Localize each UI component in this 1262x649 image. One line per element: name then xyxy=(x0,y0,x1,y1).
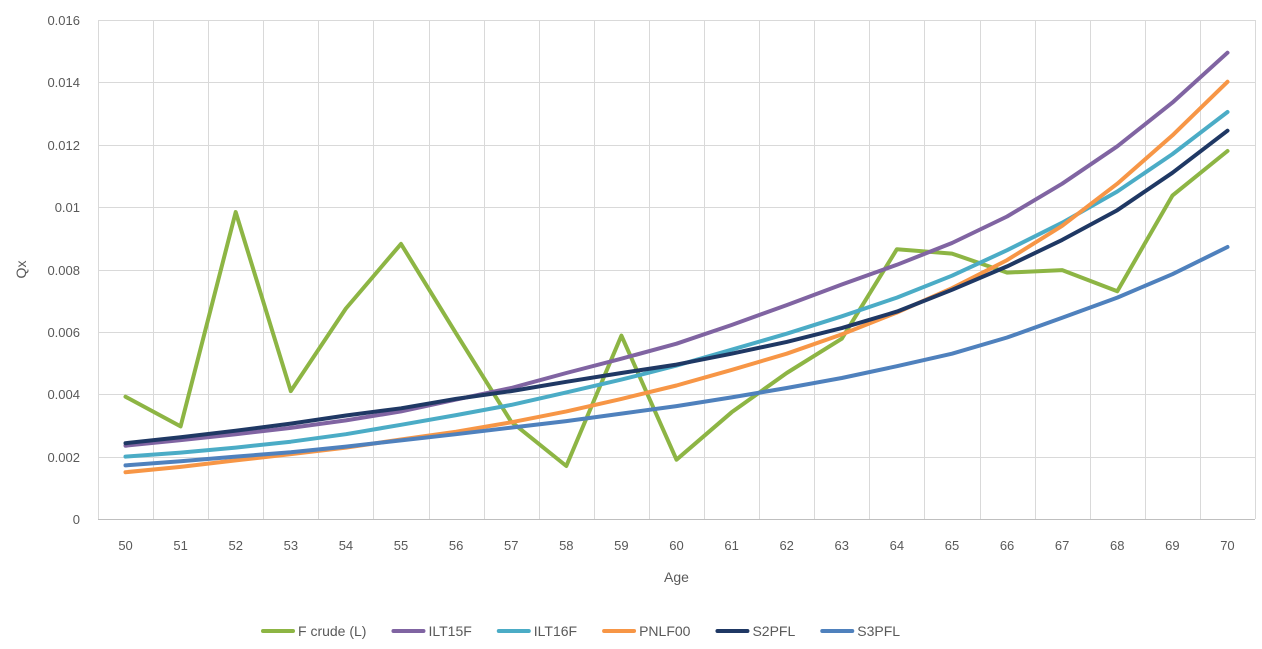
legend-label: S2PFL xyxy=(752,623,795,639)
series-line-pnlf00 xyxy=(126,82,1228,472)
x-tick-label: 63 xyxy=(835,538,849,553)
x-axis-title: Age xyxy=(664,569,689,585)
legend-item-ilt16f: ILT16F xyxy=(499,623,577,639)
legend: F crude (L) ILT15F ILT16F PNLF00 S2PFL S3PFL xyxy=(263,623,900,639)
x-tick-label: 60 xyxy=(669,538,683,553)
x-tick-label: 67 xyxy=(1055,538,1069,553)
series-line-s3pfl xyxy=(126,247,1228,465)
x-tick-label: 51 xyxy=(173,538,187,553)
x-tick-label: 59 xyxy=(614,538,628,553)
series-line-f-crude-l xyxy=(126,151,1228,466)
x-tick-label: 54 xyxy=(339,538,353,553)
x-tick-label: 69 xyxy=(1165,538,1179,553)
x-tick-label: 68 xyxy=(1110,538,1124,553)
x-tick-label: 56 xyxy=(449,538,463,553)
x-tick-label: 65 xyxy=(945,538,959,553)
y-tick-label: 0.014 xyxy=(47,75,80,90)
y-tick-label: 0.008 xyxy=(47,263,80,278)
x-tick-label: 61 xyxy=(724,538,738,553)
legend-item-pnlf00: PNLF00 xyxy=(604,623,691,639)
y-tick-label: 0 xyxy=(73,512,80,527)
y-axis-title: Qx xyxy=(13,261,29,279)
legend-item-s2pfl: S2PFL xyxy=(717,623,795,639)
series-line-s2pfl xyxy=(126,131,1228,444)
legend-label: F crude (L) xyxy=(298,623,366,639)
legend-label: ILT16F xyxy=(534,623,577,639)
y-tick-label: 0.006 xyxy=(47,325,80,340)
y-tick-label: 0.012 xyxy=(47,138,80,153)
legend-item-ilt15f: ILT15F xyxy=(393,623,471,639)
x-tick-label: 70 xyxy=(1220,538,1234,553)
x-tick-label: 55 xyxy=(394,538,408,553)
x-tick-label: 53 xyxy=(284,538,298,553)
y-tick-label: 0.004 xyxy=(47,387,80,402)
y-tick-label: 0.002 xyxy=(47,450,80,465)
x-tick-label: 52 xyxy=(229,538,243,553)
x-tick-label: 57 xyxy=(504,538,518,553)
legend-item-s3pfl: S3PFL xyxy=(822,623,900,639)
legend-label: ILT15F xyxy=(428,623,471,639)
y-tick-label: 0.01 xyxy=(55,200,80,215)
x-tick-label: 62 xyxy=(779,538,793,553)
legend-label: PNLF00 xyxy=(639,623,691,639)
y-tick-label: 0.016 xyxy=(47,13,80,28)
series-lines xyxy=(126,53,1228,473)
legend-item-f-crude-l: F crude (L) xyxy=(263,623,366,639)
x-tick-label: 64 xyxy=(890,538,904,553)
x-tick-label: 58 xyxy=(559,538,573,553)
tick-labels: 0 0.002 0.004 0.006 0.008 0.01 0.012 0.014 0.016… xyxy=(47,13,1234,553)
legend-label: S3PFL xyxy=(857,623,900,639)
x-tick-label: 50 xyxy=(118,538,132,553)
x-tick-label: 66 xyxy=(1000,538,1014,553)
